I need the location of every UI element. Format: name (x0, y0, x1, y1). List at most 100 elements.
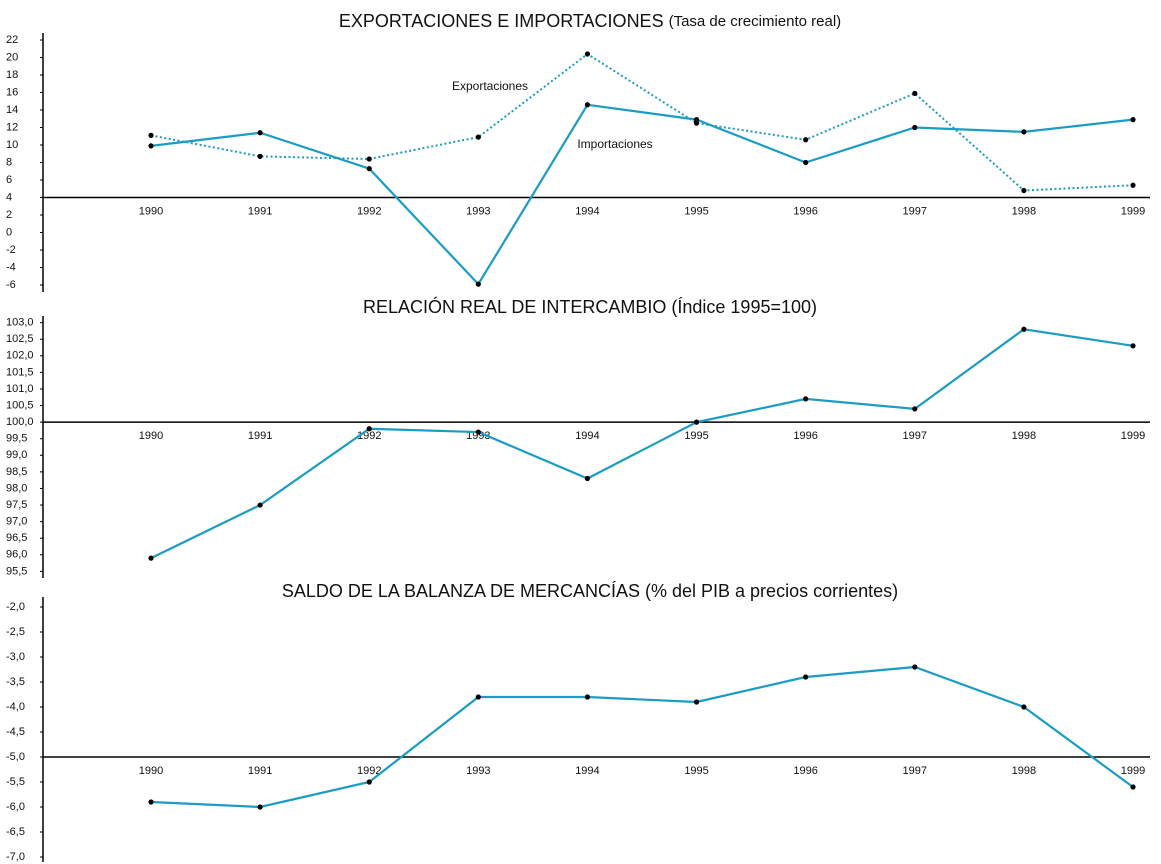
x-tick-label: 1998 (1012, 765, 1036, 777)
series-line (150, 52, 1134, 192)
y-tick-label: 96,5 (6, 532, 27, 544)
series-line (150, 103, 1134, 286)
x-tick-label: 1997 (903, 430, 927, 442)
x-tick-label: 1999 (1121, 765, 1145, 777)
x-tick-label: 1995 (684, 430, 708, 442)
data-point (693, 117, 700, 123)
data-point (912, 90, 918, 96)
y-tick-label: -6,0 (6, 801, 25, 813)
x-tick-label: 1996 (793, 205, 817, 217)
y-tick-label: 98,5 (6, 466, 27, 478)
data-point (1130, 784, 1136, 790)
data-point (148, 132, 154, 138)
y-tick-label: -5,0 (6, 751, 25, 763)
y-tick-label: 14 (6, 104, 18, 116)
chart-title: EXPORTACIONES E IMPORTACIONES (Tasa de cr… (339, 11, 841, 31)
x-tick-label: 1990 (139, 430, 163, 442)
y-tick-label: -6,5 (6, 826, 25, 838)
series-label: Exportaciones (452, 79, 528, 93)
y-tick-label: -4,0 (6, 701, 25, 713)
y-tick-label: 99,0 (6, 449, 27, 461)
data-point (257, 502, 263, 508)
chart-title: SALDO DE LA BALANZA DE MERCANCÍAS (% del… (282, 581, 898, 601)
title-text: RELACIÓN REAL DE INTERCAMBIO (Índice 199… (363, 296, 817, 317)
x-tick-label: 1999 (1121, 205, 1145, 217)
y-tick-label: 8 (6, 156, 12, 168)
x-tick-label: 1994 (575, 430, 599, 442)
data-point (803, 674, 809, 680)
y-tick-label: 100,0 (6, 416, 34, 428)
data-point (366, 779, 372, 785)
data-point (475, 134, 481, 140)
x-tick-label: 1997 (903, 205, 927, 217)
title-text: SALDO DE LA BALANZA DE MERCANCÍAS (% del… (282, 581, 898, 601)
x-tick-label: 1998 (1012, 430, 1036, 442)
x-tick-label: 1996 (793, 430, 817, 442)
x-tick-label: 1991 (248, 765, 272, 777)
data-point (366, 156, 372, 162)
data-point (1021, 704, 1027, 710)
data-point (366, 166, 372, 172)
y-tick-label: 22 (6, 34, 18, 46)
data-point (1021, 129, 1027, 135)
y-tick-label: 2 (6, 209, 12, 221)
data-point (257, 804, 263, 810)
y-tick-label: 97,5 (6, 499, 27, 511)
y-tick-label: 12 (6, 121, 18, 133)
y-tick-label: 4 (6, 191, 12, 203)
x-tick-label: 1991 (248, 430, 272, 442)
x-tick-label: 1992 (357, 205, 381, 217)
x-tick-label: 1994 (575, 205, 599, 217)
data-point (366, 426, 372, 432)
y-tick-label: 102,5 (6, 333, 34, 345)
y-tick-label: 101,5 (6, 366, 34, 378)
x-tick-label: 1998 (1012, 205, 1036, 217)
data-point (803, 137, 809, 143)
y-tick-label: 103,0 (6, 317, 34, 329)
x-tick-label: 1993 (466, 765, 490, 777)
data-point (912, 124, 918, 131)
data-point (912, 406, 918, 412)
x-tick-label: 1992 (357, 765, 381, 777)
data-point (148, 799, 154, 805)
x-tick-label: 1994 (575, 765, 599, 777)
data-point (257, 153, 263, 159)
x-tick-label: 1993 (466, 205, 490, 217)
x-tick-label: 1991 (248, 205, 272, 217)
x-tick-label: 1995 (684, 765, 708, 777)
data-point (475, 694, 481, 700)
y-tick-label: 102,0 (6, 350, 34, 362)
y-tick-label: 99,5 (6, 433, 27, 445)
x-tick-label: 1990 (139, 205, 163, 217)
y-tick-label: -3,0 (6, 651, 25, 663)
data-point (693, 419, 700, 425)
y-tick-label: 101,0 (6, 383, 34, 395)
data-point (584, 51, 591, 57)
series-line (150, 328, 1134, 560)
x-tick-label: 1997 (903, 765, 927, 777)
x-tick-label: 1990 (139, 765, 163, 777)
data-point (148, 555, 154, 561)
data-point (475, 429, 481, 435)
y-tick-label: 0 (6, 226, 12, 238)
data-point (148, 143, 154, 149)
y-tick-label: -5,5 (6, 776, 25, 788)
y-tick-label: -2 (6, 244, 16, 256)
data-point (584, 694, 591, 700)
x-tick-label: 1999 (1121, 430, 1145, 442)
y-tick-label: 95,5 (6, 565, 27, 577)
data-point (1130, 182, 1136, 188)
x-tick-label: 1993 (466, 430, 490, 442)
x-tick-label: 1995 (684, 205, 708, 217)
series-line (150, 665, 1134, 809)
y-tick-label: 100,5 (6, 399, 34, 411)
data-point (584, 102, 591, 108)
y-tick-label: 20 (6, 51, 18, 63)
y-tick-label: -6 (6, 279, 16, 291)
y-tick-label: -2,5 (6, 626, 25, 638)
data-point (803, 396, 809, 402)
y-tick-label: 18 (6, 69, 18, 81)
y-tick-label: 98,0 (6, 482, 27, 494)
x-tick-label: 1996 (793, 765, 817, 777)
y-tick-label: 16 (6, 86, 18, 98)
